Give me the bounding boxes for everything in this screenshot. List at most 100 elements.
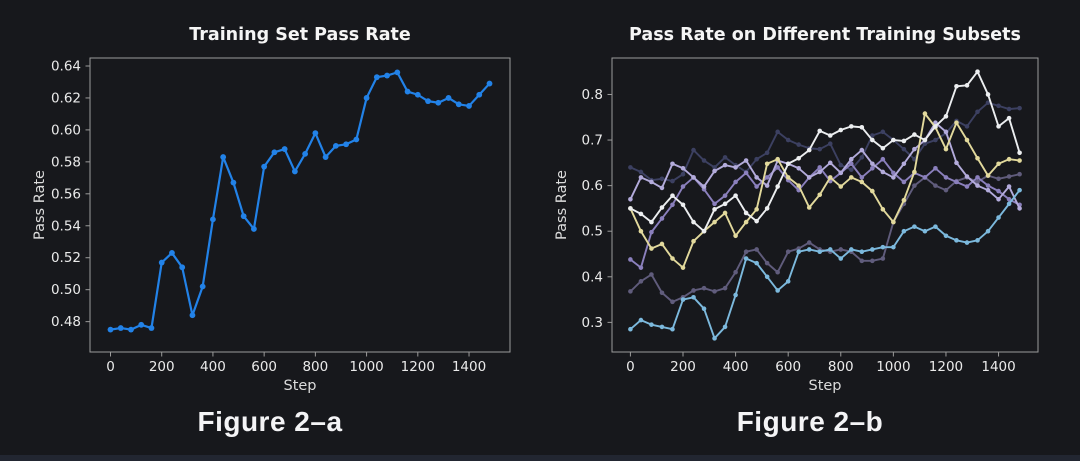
data-point xyxy=(691,295,696,300)
data-point xyxy=(466,103,472,109)
data-point xyxy=(859,155,865,160)
data-point xyxy=(1006,174,1012,179)
data-point xyxy=(649,272,654,277)
data-point xyxy=(880,156,886,162)
data-point xyxy=(649,179,654,185)
data-point xyxy=(743,158,749,163)
y-tick-label: 0.60 xyxy=(51,122,81,138)
data-point xyxy=(964,83,970,88)
chart-title: Pass Rate on Different Training Subsets xyxy=(629,25,1021,45)
data-point xyxy=(220,154,227,160)
data-point xyxy=(691,175,696,180)
x-tick-label: 1200 xyxy=(929,359,963,375)
data-point xyxy=(838,127,844,133)
data-point xyxy=(806,205,812,210)
data-point xyxy=(985,228,991,234)
data-point xyxy=(901,146,907,152)
series-line xyxy=(629,70,1021,233)
data-point xyxy=(158,259,165,266)
data-point xyxy=(628,326,633,332)
data-point xyxy=(649,322,654,327)
data-point xyxy=(838,170,844,176)
data-point xyxy=(859,147,865,153)
data-point xyxy=(964,240,970,245)
data-point xyxy=(1017,158,1022,163)
data-point xyxy=(954,160,959,166)
data-point xyxy=(179,264,186,271)
x-tick-label: 400 xyxy=(200,359,226,375)
data-point xyxy=(901,161,907,167)
data-point xyxy=(827,175,833,180)
data-point xyxy=(701,228,707,234)
series-subset-lavender xyxy=(628,120,1022,211)
data-point xyxy=(785,161,791,167)
data-point xyxy=(712,168,717,174)
data-point xyxy=(733,179,738,185)
data-point xyxy=(189,312,196,319)
data-point xyxy=(796,142,802,147)
data-point xyxy=(722,155,728,160)
data-point xyxy=(701,285,707,291)
data-point xyxy=(1017,150,1022,156)
data-point xyxy=(827,141,833,146)
data-point xyxy=(859,124,865,130)
x-tick-label: 1000 xyxy=(349,359,383,375)
data-point xyxy=(628,165,633,170)
x-tick-label: 1200 xyxy=(401,359,435,375)
data-point xyxy=(785,137,791,143)
data-point xyxy=(880,169,886,175)
series-line xyxy=(629,112,1021,269)
data-point xyxy=(764,175,770,180)
data-point xyxy=(332,142,339,149)
data-point xyxy=(922,175,928,180)
data-point xyxy=(722,193,728,198)
x-axis-label: Step xyxy=(283,378,316,394)
y-tick-label: 0.56 xyxy=(51,186,81,202)
data-point xyxy=(859,258,865,264)
y-axis-label: Pass Rate xyxy=(554,170,570,240)
data-point xyxy=(859,175,865,180)
data-point xyxy=(712,165,717,170)
data-point xyxy=(796,183,802,188)
data-point xyxy=(649,246,654,251)
y-axis-label: Pass Rate xyxy=(32,170,48,240)
data-point xyxy=(964,184,970,189)
x-tick-label: 200 xyxy=(149,359,175,375)
data-point xyxy=(838,162,844,168)
data-point xyxy=(901,138,907,144)
data-point xyxy=(312,130,319,136)
y-tick-label: 0.58 xyxy=(51,154,81,170)
data-point xyxy=(827,160,833,166)
data-point xyxy=(880,244,886,250)
data-point xyxy=(975,69,980,74)
y-tick-label: 0.48 xyxy=(51,314,81,330)
data-point xyxy=(722,285,728,291)
data-point xyxy=(670,256,675,261)
y-tick-label: 0.7 xyxy=(582,133,603,149)
data-point xyxy=(384,72,390,79)
data-point xyxy=(985,173,991,178)
data-point xyxy=(1006,156,1012,162)
data-point xyxy=(414,91,421,98)
data-point xyxy=(733,233,738,239)
data-point xyxy=(754,207,759,212)
data-point xyxy=(638,279,644,284)
x-tick-label: 1400 xyxy=(981,359,1015,375)
figure-caption-a: Figure 2–a xyxy=(197,406,343,437)
data-point xyxy=(1017,171,1022,177)
data-point xyxy=(322,154,329,160)
data-point xyxy=(701,158,707,163)
data-point xyxy=(743,210,749,216)
data-point xyxy=(817,192,823,198)
series-line xyxy=(629,121,1021,210)
data-point xyxy=(240,213,247,220)
data-point xyxy=(975,175,980,180)
data-point xyxy=(943,233,949,239)
y-tick-label: 0.6 xyxy=(582,178,603,194)
data-point xyxy=(785,175,791,180)
data-point xyxy=(1006,201,1012,207)
data-point xyxy=(764,183,770,188)
data-point xyxy=(891,219,896,225)
y-tick-label: 0.8 xyxy=(582,87,603,103)
data-point xyxy=(659,176,665,182)
